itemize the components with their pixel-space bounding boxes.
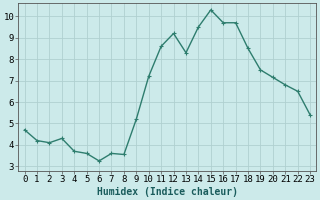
X-axis label: Humidex (Indice chaleur): Humidex (Indice chaleur) xyxy=(97,186,238,197)
